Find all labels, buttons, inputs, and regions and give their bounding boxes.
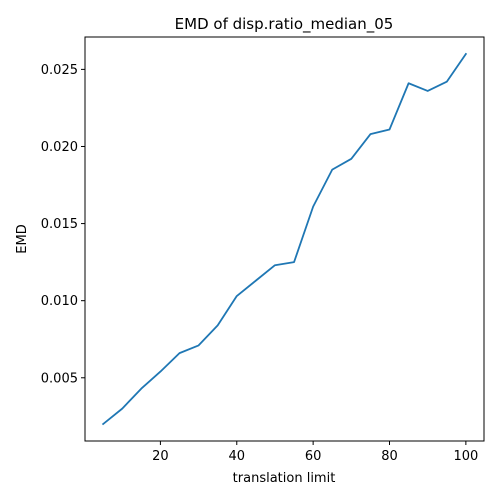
data-point [234,294,239,299]
data-point [444,79,449,84]
y-tick-label: 0.025 [41,63,78,78]
chart-title: EMD of disp.ratio_median_05 [175,15,394,34]
data-point [158,369,163,374]
y-axis-label: EMD [15,224,30,253]
data-point [177,351,182,356]
data-point [120,406,125,411]
data-point [406,81,411,86]
data-point [196,343,201,348]
data-point [425,88,430,93]
data-point [463,51,468,56]
data-point [292,260,297,265]
data-point [311,204,316,209]
x-tick-label: 80 [381,449,398,464]
x-tick-label: 40 [228,449,245,464]
plot-area: 20 40 60 80 100 0.005 0.010 0.015 0.020 0.025 [41,51,478,464]
plot-frame [84,36,485,442]
y-tick-label: 0.010 [41,294,78,309]
data-point [253,278,258,283]
data-point [368,132,373,137]
y-tick-label: 0.020 [41,140,78,155]
y-tick-label: 0.015 [41,217,78,232]
x-tick-label: 60 [305,449,322,464]
data-point [101,422,106,427]
data-point [330,167,335,172]
x-tick-label: 100 [453,449,478,464]
data-point [387,127,392,132]
data-point [215,323,220,328]
data-point [272,263,277,268]
x-axis-label: translation limit [233,471,336,486]
data-point [139,386,144,391]
series-line [101,52,468,426]
y-tick-label: 0.005 [41,371,78,386]
x-tick-label: 20 [152,449,169,464]
data-point [349,156,354,161]
